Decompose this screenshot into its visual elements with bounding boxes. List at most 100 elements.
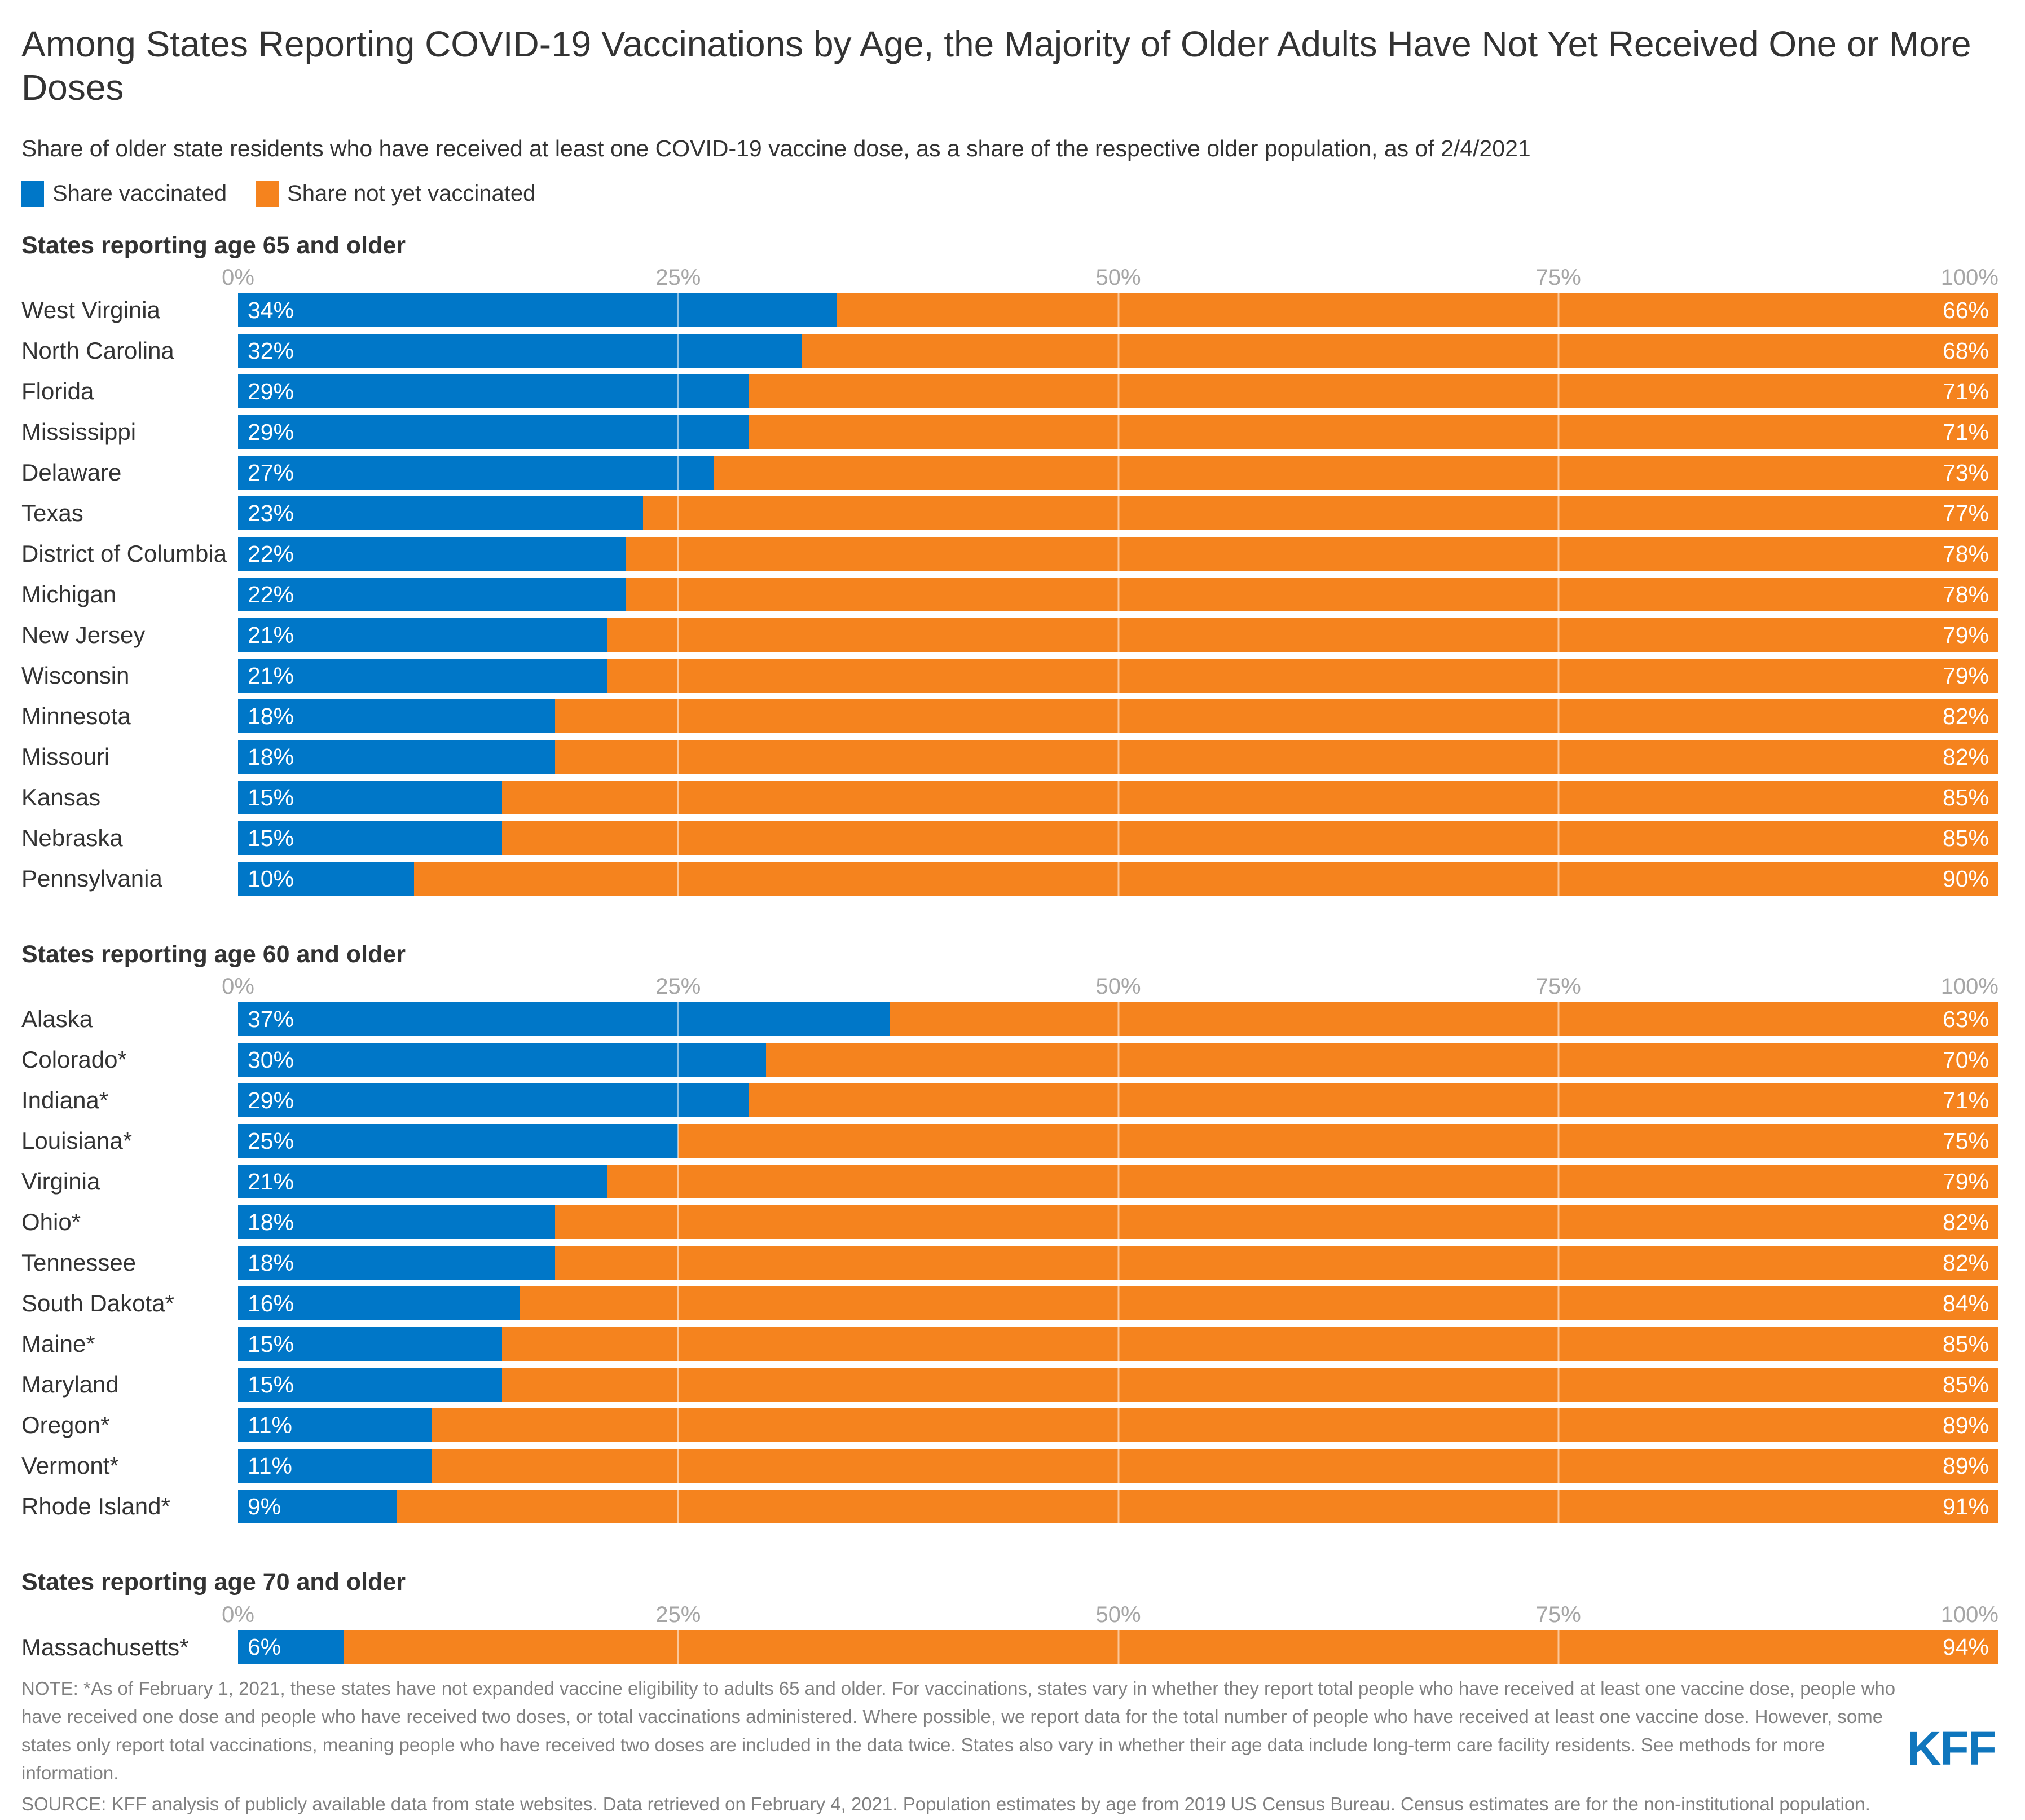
footnotes: NOTE: *As of February 1, 2021, these sta… — [21, 1674, 1920, 1818]
bar-group: 18% 82% — [238, 1246, 1998, 1280]
axis-tick-label: 0% — [222, 1602, 254, 1627]
not-vaccinated-value-label: 63% — [1942, 1006, 1989, 1032]
not-vaccinated-value-label: 71% — [1942, 418, 1989, 445]
bar-group: 25% 75% — [238, 1124, 1998, 1158]
axis-tick-label: 50% — [1095, 265, 1141, 290]
vaccinated-bar: 37% — [238, 1002, 890, 1037]
axis-row: 0% 25% 50% 75% 100% — [21, 263, 1998, 293]
not-vaccinated-bar: 77% — [642, 496, 1998, 531]
state-label: Oregon* — [21, 1412, 110, 1439]
not-vaccinated-bar: 70% — [766, 1043, 1998, 1077]
legend-label: Share not yet vaccinated — [287, 181, 536, 206]
state-label: Alaska — [21, 1006, 93, 1033]
vaccinated-bar: 18% — [238, 1246, 555, 1280]
kff-logo[interactable]: KFF — [1907, 1722, 1997, 1775]
not-vaccinated-value-label: 78% — [1942, 581, 1989, 607]
not-vaccinated-value-label: 79% — [1942, 662, 1989, 689]
not-vaccinated-value-label: 85% — [1942, 1330, 1989, 1357]
vaccinated-bar: 29% — [238, 374, 749, 409]
chart-rows: Massachusetts* 6% 94% — [21, 1630, 1998, 1664]
state-label: Mississippi — [21, 418, 137, 446]
vaccinated-bar: 34% — [238, 293, 837, 328]
axis-tick-label: 25% — [655, 974, 701, 999]
vaccinated-bar: 23% — [238, 496, 643, 531]
chart-row: Louisiana* 25% 75% — [21, 1124, 1998, 1158]
not-vaccinated-value-label: 85% — [1942, 784, 1989, 810]
axis-tick-label: 100% — [1940, 1602, 1998, 1627]
chart-row: Ohio* 18% 82% — [21, 1205, 1998, 1240]
page-title: Among States Reporting COVID-19 Vaccinat… — [21, 24, 1971, 108]
not-vaccinated-bar: 63% — [889, 1002, 1998, 1037]
not-vaccinated-value-label: 68% — [1942, 337, 1989, 364]
vaccinated-bar: 21% — [238, 618, 608, 653]
bar-group: 27% 73% — [238, 456, 1998, 490]
vaccinated-value-label: 21% — [248, 1168, 294, 1195]
not-vaccinated-value-label: 82% — [1942, 703, 1989, 729]
chart-row: Massachusetts* 6% 94% — [21, 1630, 1998, 1664]
state-label: Maine* — [21, 1330, 95, 1358]
bar-group: 29% 71% — [238, 374, 1998, 409]
chart-row: Florida 29% 71% — [21, 374, 1998, 409]
not-vaccinated-bar: 73% — [713, 456, 1998, 490]
bar-group: 18% 82% — [238, 699, 1998, 734]
vaccinated-bar: 32% — [238, 334, 802, 368]
chart-row: Colorado* 30% 70% — [21, 1043, 1998, 1077]
bar-group: 10% 90% — [238, 862, 1998, 896]
axis-pad — [21, 972, 238, 1002]
vaccinated-value-label: 29% — [248, 418, 294, 445]
state-label: Louisiana* — [21, 1127, 133, 1154]
bar-group: 11% 89% — [238, 1449, 1998, 1483]
vaccinated-value-label: 15% — [248, 825, 294, 851]
not-vaccinated-value-label: 82% — [1942, 1249, 1989, 1276]
state-label: South Dakota* — [21, 1290, 174, 1317]
not-vaccinated-bar: 90% — [414, 862, 1998, 896]
not-vaccinated-value-label: 79% — [1942, 622, 1989, 648]
vaccinated-value-label: 15% — [248, 1371, 294, 1398]
not-vaccinated-bar: 82% — [554, 699, 1998, 734]
not-vaccinated-bar: 89% — [432, 1408, 1998, 1443]
axis-tick-label: 25% — [655, 1602, 701, 1627]
vaccinated-value-label: 29% — [248, 1087, 294, 1113]
vaccinated-value-label: 18% — [248, 1209, 294, 1235]
bar-group: 23% 77% — [238, 496, 1998, 531]
chart-row: Tennessee 18% 82% — [21, 1246, 1998, 1280]
chart-row: Michigan 22% 78% — [21, 578, 1998, 612]
bar-group: 6% 94% — [238, 1630, 1998, 1664]
state-label: Florida — [21, 378, 94, 405]
not-vaccinated-bar: 89% — [432, 1449, 1998, 1483]
not-vaccinated-value-label: 71% — [1942, 1087, 1989, 1113]
bar-group: 15% 85% — [238, 1327, 1998, 1361]
not-vaccinated-value-label: 82% — [1942, 743, 1989, 770]
not-vaccinated-value-label: 73% — [1942, 459, 1989, 486]
bar-group: 16% 84% — [238, 1286, 1998, 1321]
not-vaccinated-value-label: 71% — [1942, 378, 1989, 404]
not-vaccinated-bar: 71% — [749, 1083, 1998, 1118]
vaccinated-value-label: 9% — [248, 1493, 281, 1519]
vaccinated-value-label: 6% — [248, 1634, 281, 1660]
vaccinated-value-label: 15% — [248, 784, 294, 810]
section-header: States reporting age 70 and older — [21, 1568, 406, 1596]
axis-pad — [21, 263, 238, 293]
vaccinated-value-label: 25% — [248, 1127, 294, 1154]
not-vaccinated-bar: 75% — [678, 1124, 1998, 1158]
vaccinated-value-label: 10% — [248, 865, 294, 892]
not-vaccinated-bar: 68% — [801, 334, 1998, 368]
not-vaccinated-bar: 82% — [554, 740, 1998, 774]
not-vaccinated-value-label: 66% — [1942, 297, 1989, 323]
chart-row: Vermont* 11% 89% — [21, 1449, 1998, 1483]
axis-pad — [21, 1600, 238, 1630]
not-vaccinated-bar: 71% — [749, 415, 1998, 450]
vaccinated-bar: 15% — [238, 1327, 503, 1361]
chart-row: District of Columbia 22% 78% — [21, 537, 1998, 571]
not-vaccinated-bar: 85% — [502, 1327, 1998, 1361]
chart-row: Maine* 15% 85% — [21, 1327, 1998, 1361]
bar-group: 29% 71% — [238, 415, 1998, 450]
section-header: States reporting age 60 and older — [21, 941, 406, 968]
not-vaccinated-value-label: 79% — [1942, 1168, 1989, 1195]
bar-group: 30% 70% — [238, 1043, 1998, 1077]
chart-row: Indiana* 29% 71% — [21, 1083, 1998, 1118]
vaccinated-bar: 25% — [238, 1124, 679, 1158]
vaccinated-value-label: 18% — [248, 1249, 294, 1276]
state-label: Virginia — [21, 1168, 100, 1195]
bar-group: 21% 79% — [238, 1165, 1998, 1199]
